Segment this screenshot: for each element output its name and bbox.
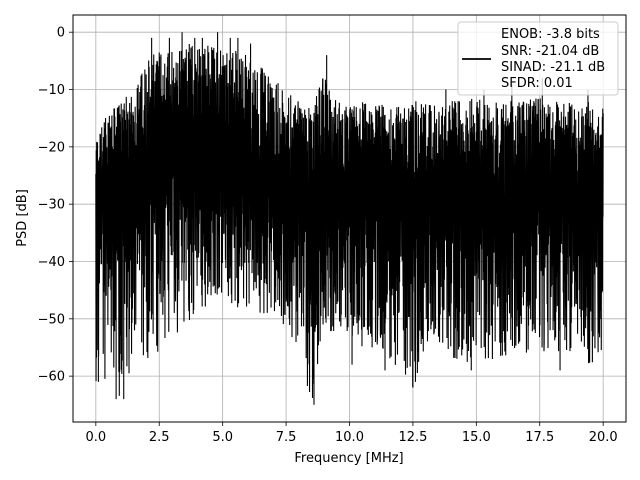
x-tick-label: 20.0: [589, 430, 618, 445]
y-axis-label: PSD [dB]: [15, 189, 30, 247]
legend-enob: ENOB: -3.8 bits: [501, 27, 600, 42]
legend-sinad: SINAD: -21.1 dB: [501, 60, 605, 75]
x-tick-label: 7.5: [276, 430, 297, 445]
x-tick-label: 12.5: [398, 430, 427, 445]
x-axis-ticks: 0.0 2.5 5.0 7.5 10.0 12.5 15.0 17.5 20.0: [85, 422, 618, 445]
x-tick-label: 2.5: [149, 430, 170, 445]
x-tick-label: 10.0: [335, 430, 364, 445]
y-tick-label: −10: [38, 83, 65, 98]
y-tick-label: −30: [38, 198, 65, 213]
legend: ENOB: -3.8 bits SNR: -21.04 dB SINAD: -2…: [457, 21, 619, 96]
x-tick-label: 15.0: [462, 430, 491, 445]
legend-snr: SNR: -21.04 dB: [501, 44, 599, 59]
x-axis-label: Frequency [MHz]: [294, 451, 403, 466]
psd-line: [95, 32, 604, 405]
y-tick-label: 0: [57, 26, 65, 41]
y-tick-label: −40: [38, 255, 65, 270]
x-tick-label: 17.5: [525, 430, 554, 445]
x-tick-label: 5.0: [212, 430, 233, 445]
y-axis-ticks: 0 −10 −20 −30 −40 −50 −60: [38, 26, 73, 385]
y-tick-label: −50: [38, 312, 65, 327]
legend-box: [457, 21, 619, 96]
psd-series: [95, 32, 604, 405]
legend-sfdr: SFDR: 0.01: [501, 76, 573, 91]
y-tick-label: −20: [38, 140, 65, 155]
x-tick-label: 0.0: [85, 430, 106, 445]
y-tick-label: −60: [38, 370, 65, 385]
